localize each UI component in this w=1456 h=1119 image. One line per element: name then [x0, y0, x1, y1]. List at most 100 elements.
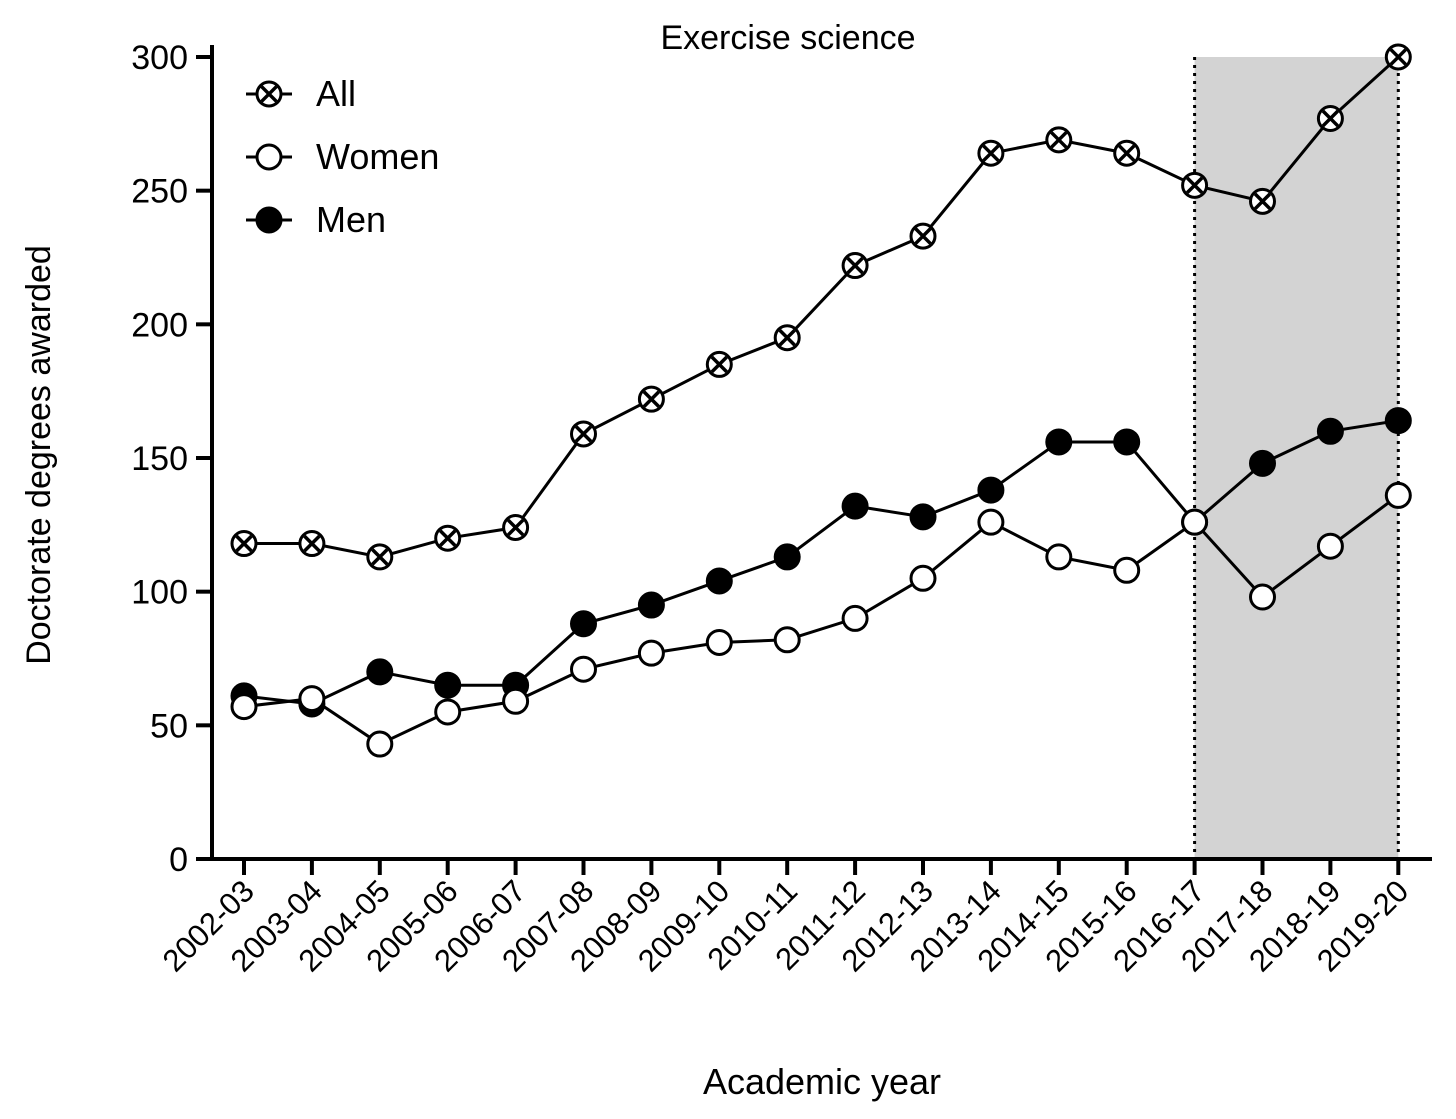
shaded-region-layer — [1193, 57, 1400, 859]
legend-marker-all — [255, 80, 283, 108]
women-point-2010-11 — [773, 626, 801, 654]
women-point-2013-14 — [977, 508, 1005, 536]
all-point-2005-06-cross-b — [439, 529, 457, 547]
women-point-2004-05-circle — [366, 730, 394, 758]
women-point-2008-09-circle — [637, 639, 665, 667]
legend-marker-women — [255, 143, 283, 171]
women-point-2005-06 — [434, 698, 462, 726]
chart-title: Exercise science — [660, 19, 915, 57]
all-point-2015-16-cross-b — [1118, 144, 1136, 162]
all-point-2010-11 — [773, 324, 801, 352]
women-point-2015-16 — [1113, 556, 1141, 584]
women-point-2010-11-circle — [773, 626, 801, 654]
men-point-2011-12 — [841, 492, 869, 520]
all-point-2003-04-cross-b — [303, 534, 321, 553]
all-point-2014-15 — [1045, 126, 1073, 154]
men-point-2015-16-circle — [1113, 428, 1141, 456]
men-point-2012-13-circle — [909, 503, 937, 531]
y-tick-label-300: 300 — [131, 39, 188, 77]
women-point-2014-15 — [1045, 543, 1073, 571]
women-point-2006-07 — [502, 687, 530, 715]
legend-marker-women-circle — [255, 143, 283, 171]
women-point-2002-03 — [230, 693, 258, 721]
men-point-2018-19 — [1316, 417, 1344, 445]
legend: All Women Men — [246, 73, 439, 240]
all-point-2018-19-cross-b — [1321, 109, 1340, 128]
men-point-2012-13 — [909, 503, 937, 531]
y-tick-label-250: 250 — [131, 173, 188, 211]
women-point-2009-10 — [705, 628, 733, 656]
women-point-2002-03-circle — [230, 693, 258, 721]
women-point-2012-13 — [909, 564, 937, 592]
women-point-2018-19 — [1316, 532, 1344, 560]
legend-label-all: All — [316, 73, 356, 114]
men-point-2018-19-circle — [1316, 417, 1344, 445]
y-tick-label-0: 0 — [169, 841, 188, 879]
all-point-2012-13-cross-b — [914, 227, 932, 245]
shaded-region — [1194, 57, 1399, 859]
women-point-2009-10-circle — [705, 628, 733, 656]
all-point-2013-14-cross-b — [982, 144, 1000, 162]
y-axis-label: Doctorate degrees awarded — [20, 245, 58, 665]
y-tick-label-150: 150 — [131, 440, 188, 478]
all-point-2015-16 — [1113, 139, 1141, 167]
women-point-2003-04 — [298, 685, 326, 713]
x-axis-label: Academic year — [703, 1061, 941, 1102]
all-point-2004-05 — [366, 543, 394, 571]
men-point-2005-06-circle — [434, 671, 462, 699]
legend-label-men: Men — [316, 199, 386, 240]
women-point-2016-17 — [1181, 508, 1209, 536]
all-point-2007-08 — [570, 420, 597, 448]
all-point-2006-07 — [502, 514, 530, 542]
series-women-points — [230, 481, 1412, 758]
men-point-2014-15 — [1045, 428, 1073, 456]
men-point-2004-05-circle — [366, 658, 394, 686]
men-point-2010-11 — [773, 543, 801, 571]
men-point-2013-14-circle — [977, 476, 1005, 504]
all-point-2002-03 — [230, 530, 258, 558]
all-point-2002-03-cross-b — [235, 534, 253, 553]
all-point-2017-18 — [1249, 187, 1276, 215]
women-point-2008-09 — [637, 639, 665, 667]
all-point-2011-12 — [841, 252, 869, 280]
men-point-2014-15-circle — [1045, 428, 1073, 456]
all-point-2013-14 — [977, 139, 1005, 167]
all-point-2008-09 — [637, 385, 665, 413]
men-point-2008-09-circle — [637, 591, 665, 619]
men-point-2015-16 — [1113, 428, 1141, 456]
women-point-2013-14-circle — [977, 508, 1005, 536]
all-point-2016-17 — [1181, 171, 1209, 199]
women-point-2005-06-circle — [434, 698, 462, 726]
men-point-2011-12-circle — [841, 492, 869, 520]
all-point-2005-06 — [434, 524, 462, 552]
all-point-2006-07-cross-b — [506, 518, 525, 537]
women-point-2011-12-circle — [841, 604, 869, 632]
legend-item-all: All — [246, 73, 356, 114]
women-point-2011-12 — [841, 604, 869, 632]
y-tick-label-50: 50 — [150, 707, 188, 745]
all-point-2011-12-cross-b — [846, 256, 864, 275]
men-point-2017-18-circle — [1249, 449, 1276, 477]
series-layer — [230, 43, 1412, 758]
men-point-2009-10 — [705, 567, 733, 595]
women-point-2018-19-circle — [1316, 532, 1344, 560]
women-point-2016-17-circle — [1181, 508, 1209, 536]
legend-label-women: Women — [316, 136, 439, 177]
men-point-2007-08 — [570, 610, 597, 638]
men-point-2007-08-circle — [570, 610, 597, 638]
women-point-2012-13-circle — [909, 564, 937, 592]
men-point-2019-20 — [1384, 407, 1412, 435]
legend-item-women: Women — [246, 136, 439, 177]
all-point-2018-19 — [1316, 104, 1344, 132]
y-tick-label-100: 100 — [131, 574, 188, 612]
women-point-2017-18 — [1249, 583, 1276, 611]
men-point-2019-20-circle — [1384, 407, 1412, 435]
women-point-2006-07-circle — [502, 687, 530, 715]
legend-marker-all-cross-b — [260, 85, 278, 103]
men-point-2004-05 — [366, 658, 394, 686]
all-point-2014-15-cross-b — [1050, 131, 1068, 149]
women-point-2019-20 — [1384, 481, 1412, 509]
y-tick-label-200: 200 — [131, 306, 188, 344]
